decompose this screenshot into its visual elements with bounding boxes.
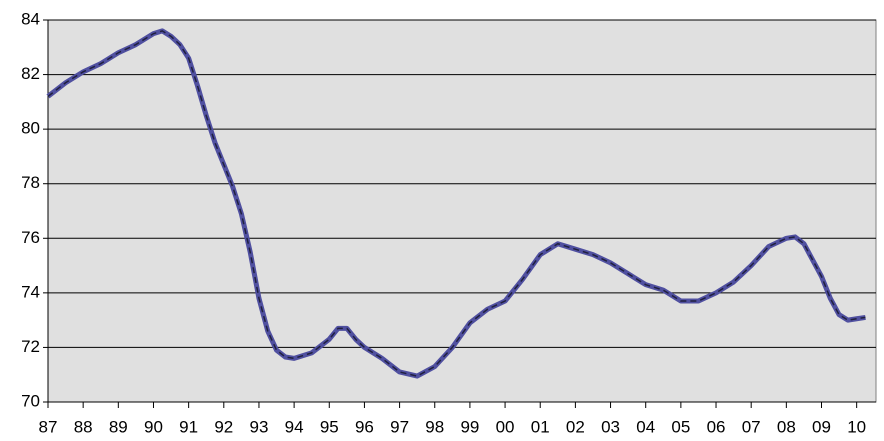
x-tick-label: 00	[496, 417, 515, 436]
x-tick-label: 89	[109, 417, 128, 436]
x-tick-label: 95	[320, 417, 339, 436]
y-tick-label: 76	[21, 228, 40, 247]
y-tick-label: 74	[21, 282, 40, 301]
y-tick-label: 70	[21, 391, 40, 410]
x-tick-label: 93	[249, 417, 268, 436]
x-tick-label: 02	[566, 417, 585, 436]
x-tick-label: 04	[636, 417, 655, 436]
y-tick-label: 82	[21, 64, 40, 83]
x-tick-label: 94	[285, 417, 304, 436]
line-dash	[47, 30, 866, 377]
x-tick-label: 07	[742, 417, 761, 436]
x-tick-label: 96	[355, 417, 374, 436]
x-tick-label: 87	[39, 417, 58, 436]
y-tick-label: 80	[21, 119, 40, 138]
x-tick-label: 92	[214, 417, 233, 436]
x-tick-label: 91	[179, 417, 198, 436]
x-tick-label: 99	[460, 417, 479, 436]
x-tick-label: 05	[671, 417, 690, 436]
y-tick-label: 78	[21, 173, 40, 192]
x-tick-label: 01	[531, 417, 550, 436]
x-tick-label: 88	[74, 417, 93, 436]
y-tick-label: 72	[21, 337, 40, 356]
plot-area	[47, 19, 877, 403]
x-tick-label: 10	[847, 417, 866, 436]
x-tick-label: 08	[777, 417, 796, 436]
x-tick-label: 97	[390, 417, 409, 436]
x-tick-label: 90	[144, 417, 163, 436]
x-tick-label: 06	[707, 417, 726, 436]
x-tick-label: 98	[425, 417, 444, 436]
x-tick-label: 09	[812, 417, 831, 436]
y-tick-label: 84	[21, 9, 40, 28]
x-tick-label: 03	[601, 417, 620, 436]
